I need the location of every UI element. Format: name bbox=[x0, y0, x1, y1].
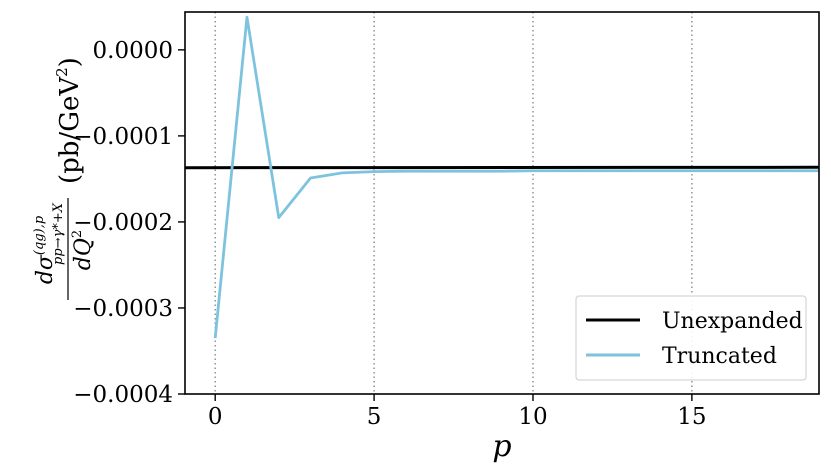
legend: Unexpanded Truncated bbox=[575, 295, 807, 381]
y-label-unit-sup: 2 bbox=[53, 67, 71, 77]
y-label-unit: (pb/GeV2) bbox=[53, 57, 85, 184]
y-tick-label: −0.0003 bbox=[73, 296, 173, 322]
grid-lines bbox=[214, 12, 693, 394]
y-tick-label: −0.0004 bbox=[73, 382, 173, 408]
legend-box bbox=[575, 295, 807, 381]
y-label-num-main: dσ bbox=[33, 254, 58, 284]
y-label-numerator-sub: pp→γ*+X bbox=[51, 202, 66, 265]
plot-frame bbox=[184, 11, 820, 395]
series-line-truncated bbox=[213, 15, 819, 339]
y-tick-label: −0.0002 bbox=[73, 210, 173, 236]
y-axis-label: dσ(qg),p pp→γ*+X dQ2 (pb/GeV2) bbox=[32, 57, 96, 300]
y-label-den-main: dQ bbox=[71, 238, 96, 270]
series-layer bbox=[185, 15, 819, 339]
y-tick-label: 0.0000 bbox=[93, 38, 173, 64]
y-label-den-sup: 2 bbox=[70, 230, 85, 238]
y-label-denominator: dQ2 bbox=[70, 230, 96, 270]
x-tick-label: 15 bbox=[677, 404, 706, 430]
x-tick-label: 0 bbox=[208, 404, 223, 430]
x-tick-label: 10 bbox=[518, 404, 547, 430]
y-label-unit-main: (pb/GeV bbox=[55, 76, 85, 184]
y-tick-label: −0.0001 bbox=[73, 124, 173, 150]
y-label-unit-close: ) bbox=[55, 57, 85, 67]
ticks: 0 5 10 15 −0.0004 −0.0003 −0.0002 −0.0001 0.0000 bbox=[73, 38, 706, 430]
legend-label-unexpanded: Unexpanded bbox=[662, 309, 803, 334]
legend-label-truncated: Truncated bbox=[662, 344, 777, 369]
y-label-numerator: dσ(qg),p bbox=[32, 215, 58, 284]
x-tick-label: 5 bbox=[367, 404, 382, 430]
x-axis-label: p bbox=[492, 429, 511, 464]
y-label-num-sup: (qg),p bbox=[32, 215, 47, 255]
